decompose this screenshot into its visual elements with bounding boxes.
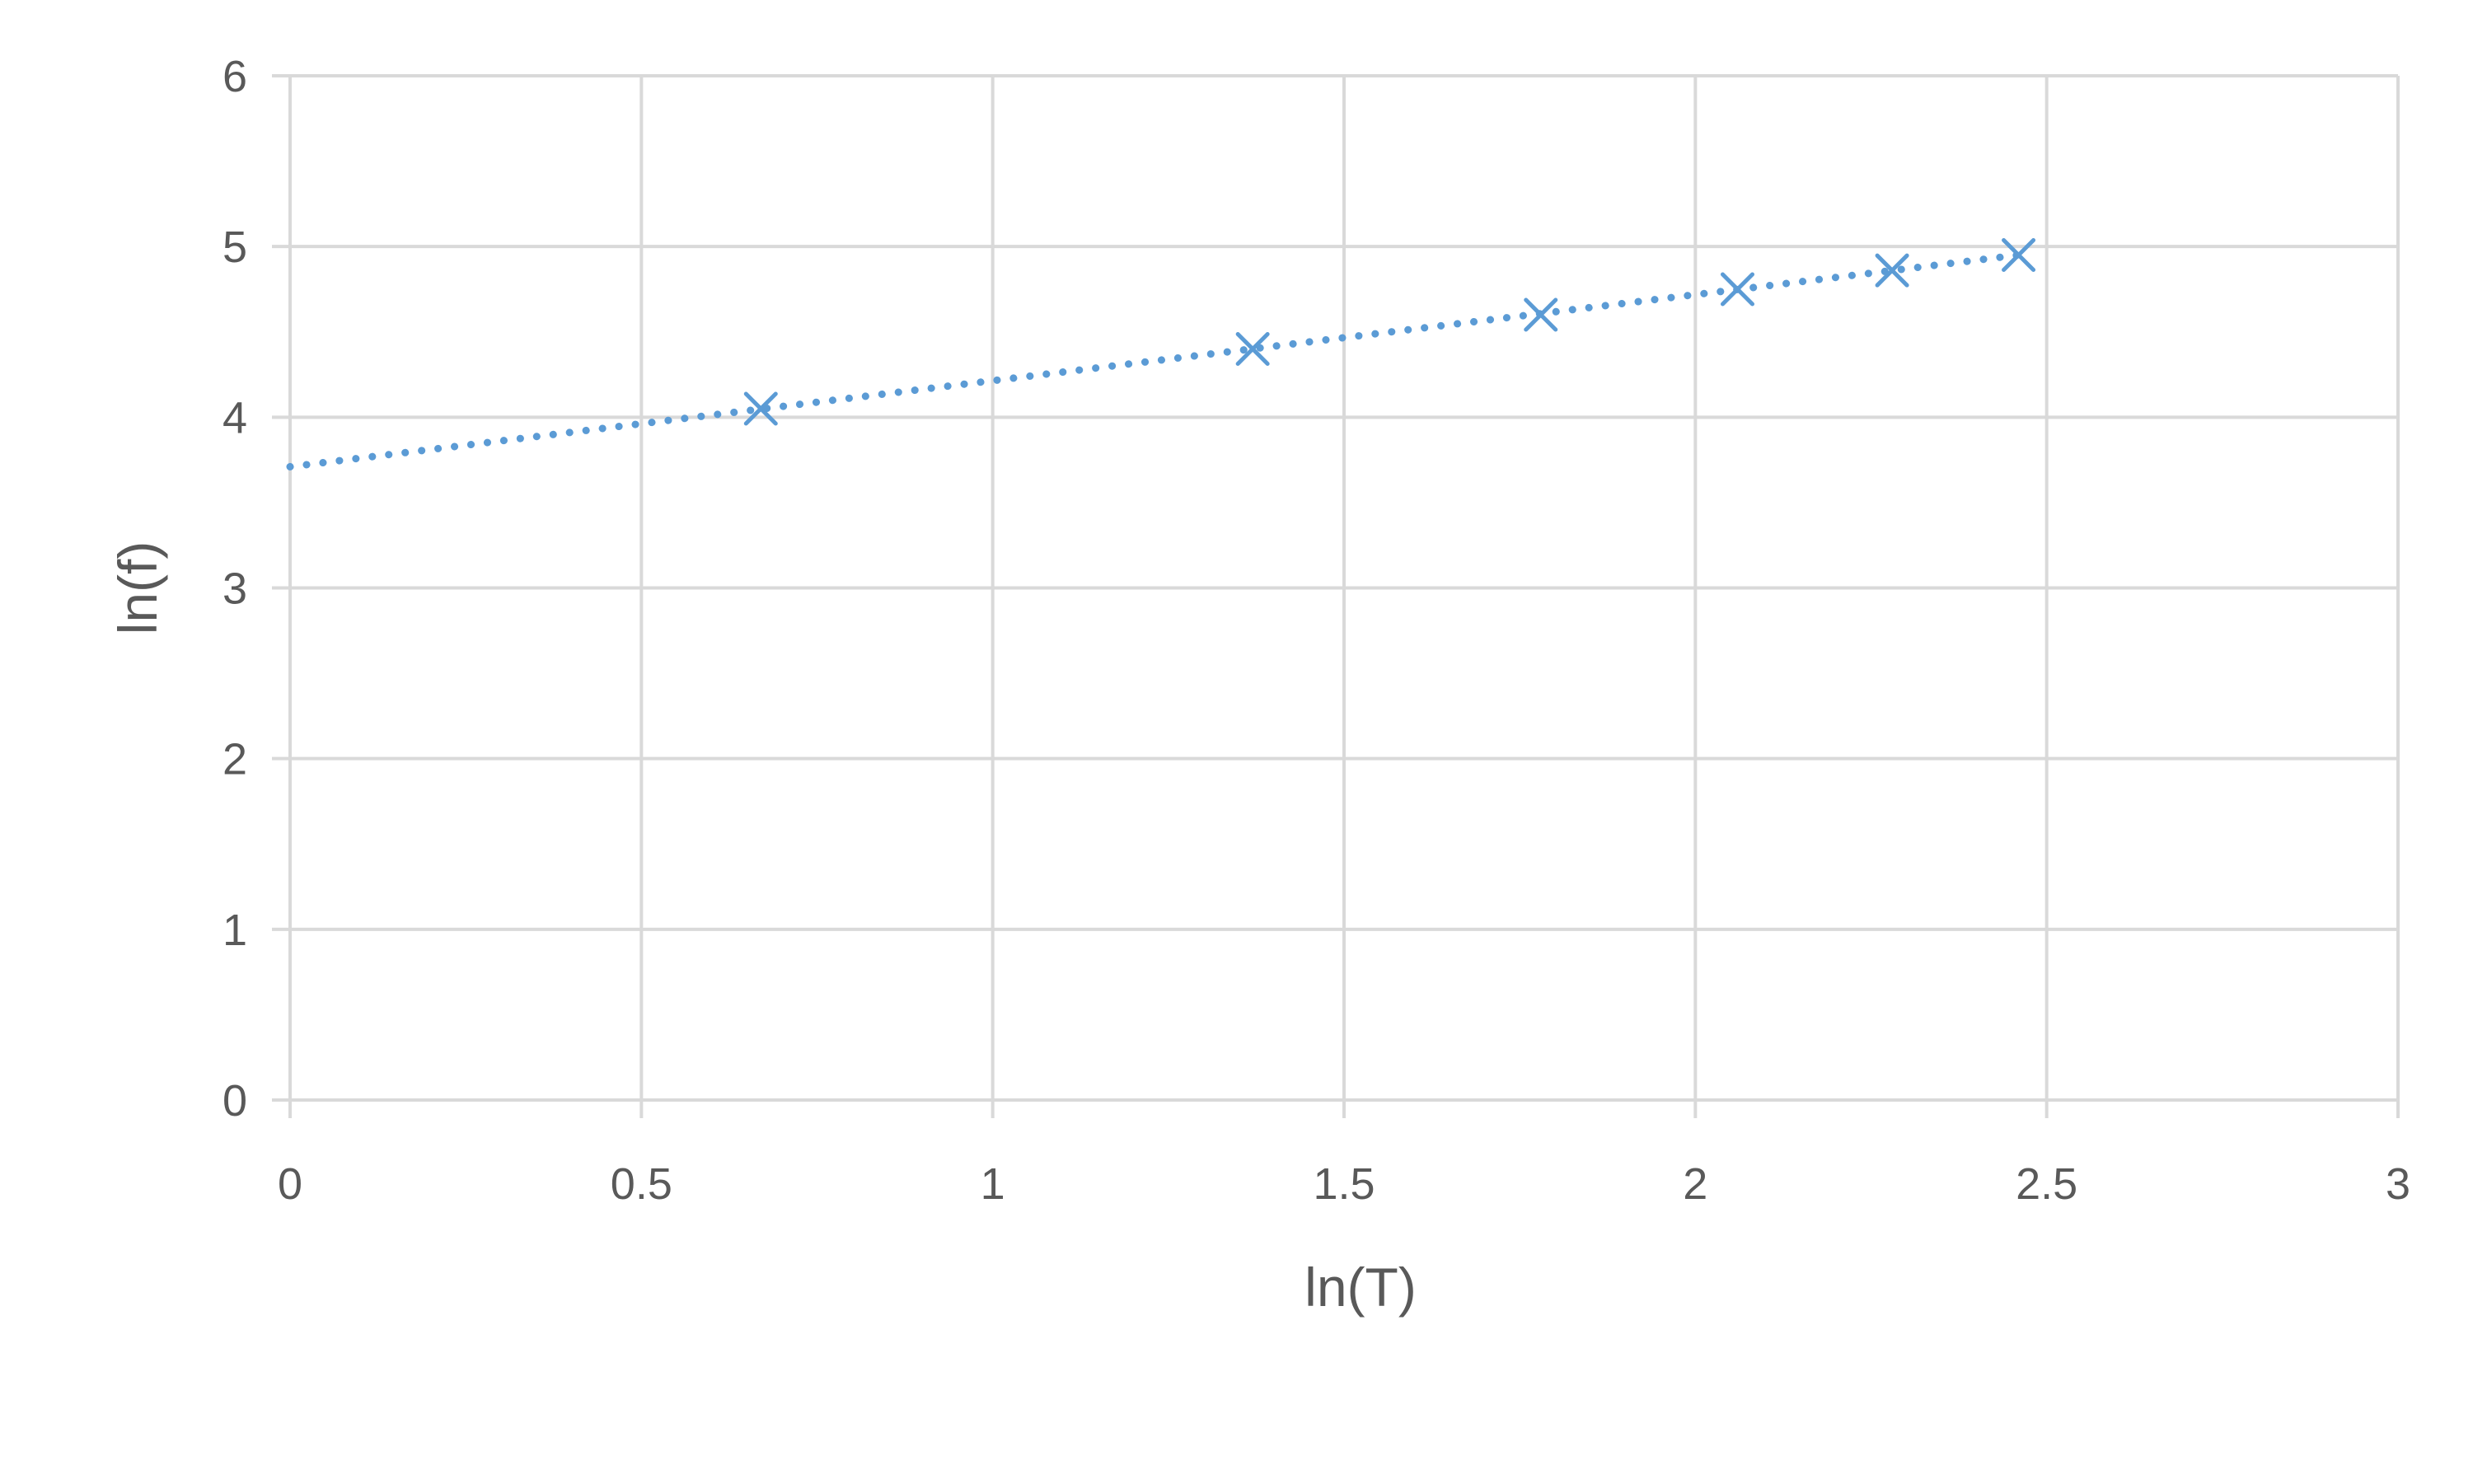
x-tick-label: 1 (981, 1159, 1005, 1209)
data-point (1720, 272, 1754, 307)
grid-lines (290, 74, 2400, 1100)
axes (272, 74, 2400, 1118)
x-tick-label: 0.5 (611, 1159, 672, 1209)
data-point (2002, 238, 2036, 273)
data-point (743, 391, 778, 426)
x-tick-label: 2.5 (2016, 1159, 2077, 1209)
y-tick-label: 6 (222, 52, 247, 101)
data-point (1524, 297, 1558, 332)
y-tick-label: 5 (222, 222, 247, 272)
data-point (1875, 253, 1909, 288)
y-axis-label: ln(f) (107, 541, 168, 635)
trendline-group (286, 251, 2023, 470)
x-tick-label: 2 (1683, 1159, 1707, 1209)
data-points (743, 238, 2036, 426)
x-axis-label: ln(T) (1304, 1257, 1417, 1318)
y-tick-label: 0 (222, 1076, 247, 1126)
y-tick-label: 2 (222, 735, 247, 784)
y-tick-label: 4 (222, 393, 247, 442)
y-tick-label: 3 (222, 564, 247, 614)
x-tick-label: 1.5 (1313, 1159, 1375, 1209)
tick-labels: 0 1 2 3 4 5 6 0 0.5 1 1.5 2 2.5 3 (222, 52, 2410, 1209)
data-point (1235, 331, 1270, 366)
x-tick-label: 3 (2386, 1159, 2410, 1209)
trendline (286, 251, 2023, 470)
y-tick-label: 1 (222, 906, 247, 955)
x-tick-label: 0 (278, 1159, 302, 1209)
